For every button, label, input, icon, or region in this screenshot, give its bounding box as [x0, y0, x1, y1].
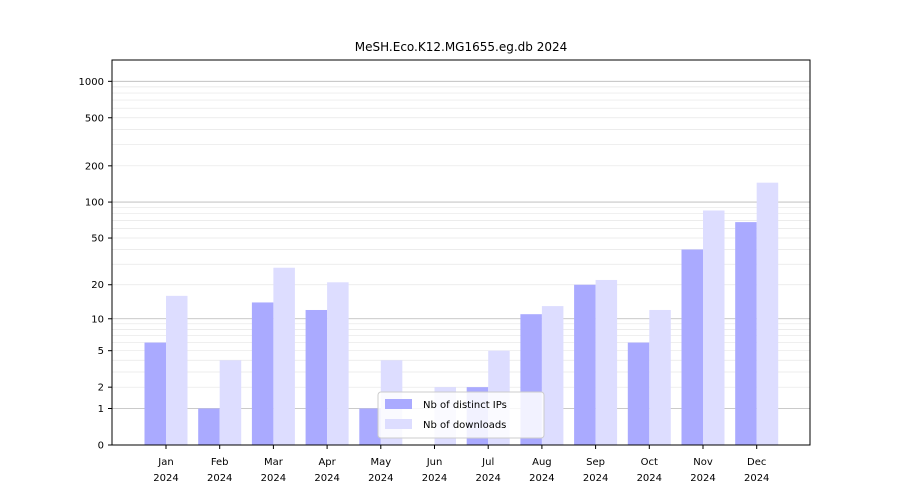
bar-downloads — [166, 295, 188, 445]
bar-distinct-ips — [305, 309, 328, 445]
bar-distinct-ips — [359, 408, 381, 445]
bar-distinct-ips — [681, 249, 703, 445]
x-tick-label-month: Dec — [747, 457, 766, 468]
y-tick-label: 5 — [98, 346, 104, 357]
x-tick-label-month: Mar — [264, 457, 284, 468]
bar-downloads — [595, 279, 618, 445]
legend-box — [377, 391, 545, 439]
y-tick-label: 1 — [98, 404, 104, 415]
y-tick-label: 100 — [85, 198, 104, 209]
x-tick-label-year: 2024 — [314, 473, 339, 484]
bar-distinct-ips — [198, 408, 220, 445]
plot-frame — [111, 59, 811, 446]
y-tick-label: 20 — [91, 280, 104, 291]
x-tick-label-year: 2024 — [422, 473, 447, 484]
x-tick-label-year: 2024 — [583, 473, 608, 484]
x-axis: Jan 2024 Feb 2024 Mar 2024 Apr 2024 May 2024 Jun 20… — [153, 445, 769, 484]
y-tick-label: 2 — [98, 383, 104, 394]
x-tick-label-month: Apr — [318, 457, 336, 468]
bar-downloads — [273, 267, 295, 445]
x-tick-label-month: Jun — [426, 457, 443, 468]
x-tick-label-month: Jul — [481, 457, 494, 468]
bar-downloads — [703, 210, 725, 445]
bar-downloads — [219, 360, 242, 445]
bar-downloads — [649, 309, 671, 445]
y-tick-label: 200 — [85, 161, 104, 172]
bar-distinct-ips — [627, 342, 650, 445]
y-axis: 0 1 2 5 10 20 50 100 200 500 1000 — [79, 77, 112, 452]
x-tick-label-month: Feb — [211, 457, 229, 468]
x-tick-label-year: 2024 — [153, 473, 178, 484]
y-tick-label: 10 — [91, 314, 104, 325]
bar-distinct-ips — [574, 284, 596, 445]
y-tick-label: 1000 — [79, 77, 104, 88]
x-tick-label-month: Oct — [641, 457, 658, 468]
x-tick-label-month: Jan — [157, 457, 173, 468]
x-tick-label-month: May — [370, 457, 391, 468]
y-tick-label: 0 — [98, 441, 104, 452]
x-tick-label-year: 2024 — [637, 473, 662, 484]
x-tick-label-month: Aug — [532, 457, 552, 468]
legend-entry-label: Nb of distinct IPs — [423, 400, 507, 411]
legend-entry-label: Nb of downloads — [423, 420, 506, 431]
bar-distinct-ips — [144, 342, 166, 445]
bar-distinct-ips — [251, 302, 274, 445]
x-tick-label-year: 2024 — [368, 473, 393, 484]
x-tick-label-year: 2024 — [529, 473, 554, 484]
x-tick-label-year: 2024 — [690, 473, 715, 484]
x-tick-label-year: 2024 — [207, 473, 232, 484]
bar-downloads — [541, 306, 564, 445]
y-tick-label: 50 — [91, 234, 104, 245]
chart-title: MeSH.Eco.K12.MG1655.eg.db 2024 — [355, 40, 567, 54]
x-tick-label-month: Nov — [693, 457, 713, 468]
bar-downloads — [327, 282, 349, 445]
legend-swatch — [385, 399, 412, 409]
x-tick-label-year: 2024 — [475, 473, 500, 484]
x-tick-label-month: Sep — [586, 457, 605, 468]
legend-swatch — [385, 419, 412, 429]
bar-downloads — [756, 182, 779, 446]
legend: Nb of distinct IPs Nb of downloads — [377, 391, 545, 439]
bar-distinct-ips — [735, 222, 757, 445]
y-tick-label: 500 — [85, 113, 104, 124]
x-tick-label-year: 2024 — [261, 473, 286, 484]
x-tick-label-year: 2024 — [744, 473, 769, 484]
